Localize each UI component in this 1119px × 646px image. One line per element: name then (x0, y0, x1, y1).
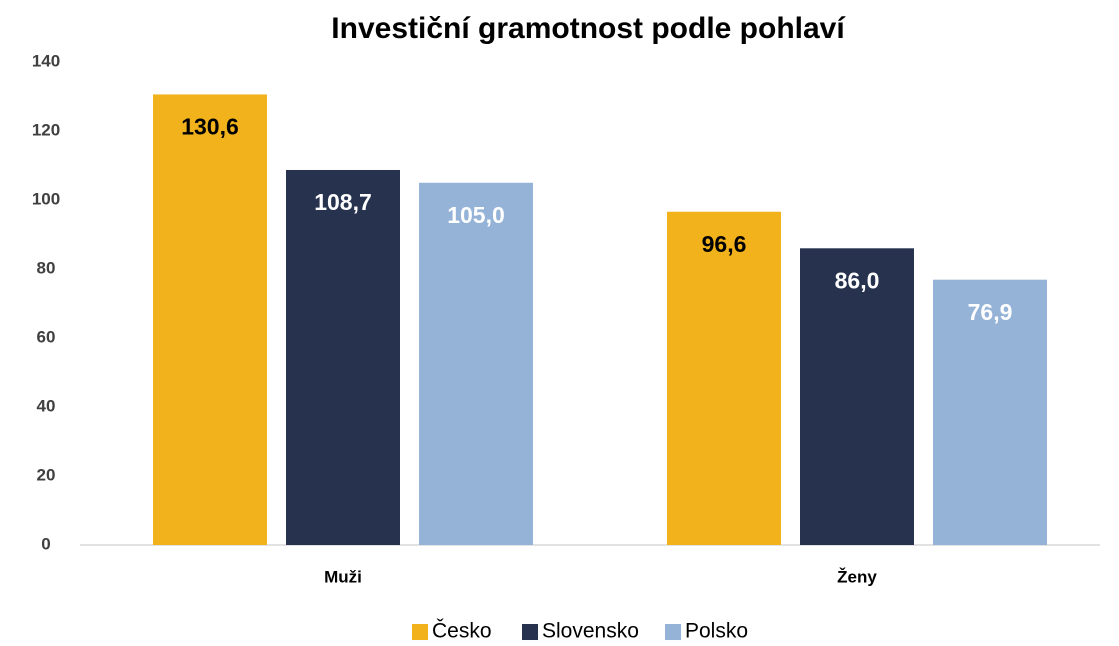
bar (933, 279, 1047, 545)
y-tick-label: 0 (41, 534, 50, 553)
legend-swatch (412, 624, 428, 640)
y-tick-label: 40 (37, 396, 56, 415)
x-tick-label: Ženy (837, 567, 877, 586)
value-label: 108,7 (314, 189, 372, 215)
legend-swatch (665, 624, 681, 640)
legend-label: Česko (432, 620, 492, 641)
y-tick-label: 20 (37, 465, 56, 484)
bar (667, 211, 781, 546)
value-label: 86,0 (835, 267, 880, 293)
y-tick-label: 120 (32, 120, 60, 139)
x-tick-label: Muži (324, 567, 362, 586)
legend-label: Polsko (685, 620, 748, 641)
y-tick-label: 60 (37, 327, 56, 346)
y-tick-label: 100 (32, 189, 60, 208)
legend-label: Slovensko (542, 620, 639, 641)
legend-swatch (522, 624, 538, 640)
value-label: 96,6 (702, 231, 747, 257)
bar (153, 94, 267, 546)
bar (419, 182, 533, 545)
y-tick-label: 140 (32, 51, 60, 70)
y-tick-label: 80 (37, 258, 56, 277)
bar (800, 248, 914, 546)
value-label: 130,6 (181, 114, 239, 140)
bar (286, 169, 400, 546)
value-label: 76,9 (968, 299, 1013, 325)
value-label: 105,0 (447, 202, 505, 228)
chart-title: Investiční gramotnost podle pohlaví (331, 12, 846, 45)
